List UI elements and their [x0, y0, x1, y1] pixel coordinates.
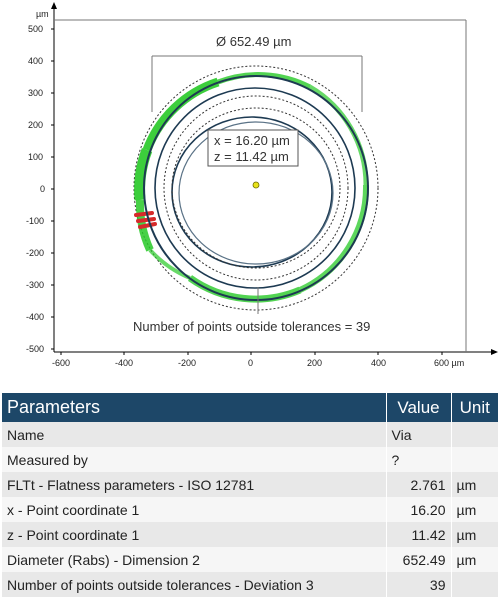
table-row[interactable]: x - Point coordinate 1 16.20 µm [2, 497, 498, 522]
inner-profile-tolerance [171, 107, 341, 269]
param-unit [451, 447, 498, 472]
param-unit: µm [451, 497, 498, 522]
y-axis-arrow [51, 2, 57, 9]
param-name: Name [2, 422, 387, 447]
x-tick-label: -600 [52, 358, 70, 368]
param-name: FLTt - Flatness parameters - ISO 12781 [2, 472, 387, 497]
outer-profile [143, 75, 369, 301]
param-value: ? [386, 447, 452, 472]
parameters-table: Parameters Value Unit Name Via Measured … [2, 393, 498, 597]
param-unit: µm [451, 472, 498, 497]
x-ticks: -600 -400 -200 0 200 400 600 µm [52, 358, 464, 368]
param-value: 2.761 [386, 472, 452, 497]
value-header[interactable]: Value [386, 393, 452, 422]
parameters-header[interactable]: Parameters [2, 393, 387, 422]
x-tick-label: -200 [178, 358, 196, 368]
y-tick-label: 500 [28, 24, 43, 34]
y-tick-label: -300 [26, 280, 44, 290]
y-ticks: 500 400 300 200 100 0 -100 -200 -300 -40… [26, 24, 45, 354]
outer-tolerance-circle [133, 65, 379, 311]
table-row[interactable]: Measured by ? [2, 447, 498, 472]
param-name: Diameter (Rabs) - Dimension 2 [2, 547, 387, 572]
param-name: Number of points outside tolerances - De… [2, 572, 387, 597]
y-tick-label: -200 [26, 248, 44, 258]
x-tick-label: 200 [307, 358, 322, 368]
param-name: x - Point coordinate 1 [2, 497, 387, 522]
param-value: 39 [386, 572, 452, 597]
param-unit [451, 572, 498, 597]
param-value: 11.42 [386, 522, 452, 547]
y-tick-label: -100 [26, 216, 44, 226]
x-tick-marks [60, 352, 443, 355]
y-tick-label: -500 [26, 344, 44, 354]
y-tick-label: -400 [26, 312, 44, 322]
x-tick-label: -400 [115, 358, 133, 368]
outer-profile-inner-edge [154, 87, 356, 289]
table-header-row: Parameters Value Unit [2, 393, 498, 422]
y-unit-label: µm [36, 9, 49, 19]
param-unit [451, 422, 498, 447]
table-row[interactable]: FLTt - Flatness parameters - ISO 12781 2… [2, 472, 498, 497]
x-tick-label: 600 µm [434, 358, 464, 368]
measurement-plot: µm 500 400 300 200 100 0 -100 -200 -300 … [26, 2, 498, 368]
plot-svg: µm 500 400 300 200 100 0 -100 -200 -300 … [26, 2, 498, 368]
x-axis-arrow [491, 349, 498, 355]
table-row[interactable]: z - Point coordinate 1 11.42 µm [2, 522, 498, 547]
param-unit: µm [451, 547, 498, 572]
y-tick-marks [51, 28, 54, 350]
out-of-tolerance-marks [134, 211, 157, 229]
table-row[interactable]: Name Via [2, 422, 498, 447]
table-row[interactable]: Diameter (Rabs) - Dimension 2 652.49 µm [2, 547, 498, 572]
param-value: 652.49 [386, 547, 452, 572]
x-tick-label: 0 [248, 358, 253, 368]
outside-tolerance-label: Number of points outside tolerances = 39 [133, 319, 370, 334]
coordinate-box [207, 129, 299, 167]
param-name: Measured by [2, 447, 387, 472]
diameter-label: Ø 652.49 µm [216, 34, 291, 49]
y-tick-label: 200 [28, 120, 43, 130]
y-tick-label: 100 [28, 152, 43, 162]
unit-header[interactable]: Unit [451, 393, 498, 422]
param-value: Via [386, 422, 452, 447]
x-tick-label: 400 [371, 358, 386, 368]
coord-z-label: z = 11.42 µm [214, 149, 289, 164]
param-name: z - Point coordinate 1 [2, 522, 387, 547]
y-tick-label: 0 [40, 184, 45, 194]
param-value: 16.20 [386, 497, 452, 522]
y-tick-label: 400 [28, 56, 43, 66]
center-point-marker [252, 181, 260, 189]
table-row[interactable]: Number of points outside tolerances - De… [2, 572, 498, 597]
param-unit: µm [451, 522, 498, 547]
inner-tolerance-circle [163, 95, 349, 281]
coord-x-label: x = 16.20 µm [214, 133, 290, 148]
diameter-dimension [151, 55, 363, 112]
inner-profile-edge [178, 121, 334, 265]
y-tick-label: 300 [28, 88, 43, 98]
